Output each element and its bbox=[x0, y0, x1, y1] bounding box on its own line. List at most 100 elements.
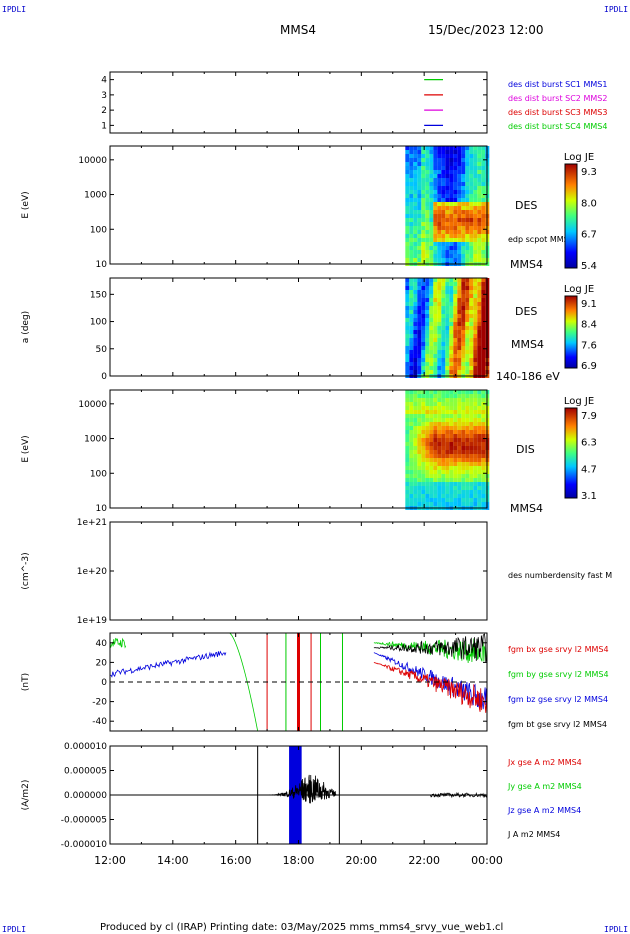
dis-energy-heatmap-cell bbox=[421, 394, 426, 398]
des-energy-heatmap-cell bbox=[441, 162, 446, 166]
des-pitch-heatmap-cell bbox=[445, 358, 450, 362]
des-pitch-heatmap-cell bbox=[421, 338, 426, 342]
dis-energy-heatmap-cell bbox=[413, 502, 418, 506]
dis-energy-heatmap-cell bbox=[469, 410, 474, 414]
dis-energy-heatmap-cell bbox=[477, 502, 482, 506]
des-energy-heatmap-cell bbox=[481, 226, 486, 230]
y-tick-label: -40 bbox=[92, 717, 107, 727]
des-pitch-heatmap-cell bbox=[445, 302, 450, 306]
des-pitch-heatmap-cell bbox=[481, 346, 486, 350]
des-pitch-heatmap-cell bbox=[425, 290, 430, 294]
dis-energy-heatmap-cell bbox=[477, 410, 482, 414]
des-pitch-heatmap-cell bbox=[473, 326, 478, 330]
dis-energy-heatmap-cell bbox=[449, 398, 454, 402]
des-pitch-heatmap-cell bbox=[437, 338, 442, 342]
des-pitch-heatmap-cell bbox=[433, 326, 438, 330]
des-pitch-heatmap-cell bbox=[429, 370, 434, 374]
des-energy-heatmap-cell bbox=[453, 226, 458, 230]
des-pitch-heatmap-cell bbox=[409, 282, 414, 286]
des-energy-heatmap-cell bbox=[433, 222, 438, 226]
dis-energy-heatmap-cell bbox=[477, 422, 482, 426]
des-energy-heatmap-cell bbox=[481, 174, 486, 178]
dis-energy-heatmap-cell bbox=[441, 502, 446, 506]
des-pitch-heatmap-cell bbox=[473, 318, 478, 322]
dis-energy-heatmap-cell bbox=[405, 406, 410, 410]
des-energy-heatmap-cell bbox=[413, 158, 418, 162]
dis-energy-heatmap-cell bbox=[425, 418, 430, 422]
des-energy-heatmap-cell bbox=[465, 182, 470, 186]
des-energy-heatmap-cell bbox=[457, 190, 462, 194]
des-energy-heatmap-cell bbox=[473, 158, 478, 162]
des-energy-heatmap-cell bbox=[429, 202, 434, 206]
des-energy-heatmap-cell bbox=[481, 146, 486, 150]
des-pitch-heatmap-cell bbox=[433, 318, 438, 322]
dis-energy-heatmap-cell bbox=[461, 494, 466, 498]
dis-energy-heatmap-cell bbox=[477, 490, 482, 494]
des-pitch-heatmap-cell bbox=[413, 290, 418, 294]
des-energy-heatmap-cell bbox=[457, 150, 462, 154]
dis-energy-heatmap-cell bbox=[417, 446, 422, 450]
dis-energy-heatmap-cell bbox=[433, 414, 438, 418]
des-energy-heatmap-cell bbox=[441, 178, 446, 182]
des-energy-heatmap-cell bbox=[421, 214, 426, 218]
des-energy-heatmap-cell bbox=[441, 210, 446, 214]
dis-energy-heatmap-cell bbox=[437, 446, 442, 450]
des-pitch-heatmap-cell bbox=[437, 290, 442, 294]
des-pitch-heatmap-cell bbox=[417, 366, 422, 370]
des-energy-heatmap-cell bbox=[449, 250, 454, 254]
des-pitch-heatmap-cell bbox=[421, 298, 426, 302]
dis-energy-heatmap-cell bbox=[405, 502, 410, 506]
des-energy-heatmap-cell bbox=[441, 198, 446, 202]
des-pitch-heatmap-cell bbox=[453, 322, 458, 326]
des-pitch-heatmap-cell bbox=[441, 294, 446, 298]
dis-energy-heatmap-cell bbox=[481, 398, 486, 402]
des-energy-heatmap-cell bbox=[481, 234, 486, 238]
des-pitch-heatmap-cell bbox=[417, 346, 422, 350]
dis-energy-heatmap-cell bbox=[473, 450, 478, 454]
dis-energy-heatmap-cell bbox=[405, 490, 410, 494]
dis-energy-heatmap-cell bbox=[429, 490, 434, 494]
dis-energy-heatmap-cell bbox=[477, 438, 482, 442]
des-energy-heatmap-cell bbox=[477, 218, 482, 222]
des-pitch-heatmap-cell bbox=[413, 350, 418, 354]
dis-energy-heatmap-cell bbox=[437, 414, 442, 418]
dis-energy-heatmap-cell bbox=[481, 422, 486, 426]
des-pitch-heatmap-cell bbox=[449, 278, 454, 282]
dis-energy-heatmap-cell bbox=[441, 398, 446, 402]
des-energy-heatmap-cell bbox=[441, 246, 446, 250]
dis-energy-heatmap-cell bbox=[457, 422, 462, 426]
dis-energy-heatmap-cell bbox=[429, 498, 434, 502]
des-energy-heatmap-cell bbox=[449, 238, 454, 242]
des-energy-heatmap-cell bbox=[449, 150, 454, 154]
dis-energy-heatmap-cell bbox=[453, 450, 458, 454]
dis-energy-heatmap-cell bbox=[469, 498, 474, 502]
des-energy-heatmap-cell bbox=[481, 206, 486, 210]
des-energy-heatmap-cell bbox=[421, 198, 426, 202]
dis-energy-heatmap-cell bbox=[469, 466, 474, 470]
des-energy-heatmap-cell bbox=[461, 170, 466, 174]
dis-energy-heatmap-cell bbox=[417, 470, 422, 474]
dis-energy-heatmap-cell bbox=[417, 406, 422, 410]
des-energy-heatmap-cell bbox=[433, 246, 438, 250]
des-pitch-heatmap-cell bbox=[405, 350, 410, 354]
des-energy-heatmap-cell bbox=[465, 150, 470, 154]
des-energy-heatmap-cell bbox=[425, 186, 430, 190]
des-energy-heatmap-cell bbox=[461, 150, 466, 154]
dis-energy-heatmap-cell bbox=[441, 406, 446, 410]
dis-energy-heatmap-cell bbox=[465, 406, 470, 410]
dis-energy-heatmap-cell bbox=[469, 418, 474, 422]
des-pitch-heatmap-cell bbox=[417, 334, 422, 338]
des-energy-heatmap-cell bbox=[433, 238, 438, 242]
des-pitch-heatmap-cell bbox=[425, 322, 430, 326]
des-pitch-heatmap-cell bbox=[465, 338, 470, 342]
dis-energy-heatmap-cell bbox=[457, 486, 462, 490]
des-pitch-heatmap-cell bbox=[469, 302, 474, 306]
dis-energy-heatmap-cell bbox=[453, 490, 458, 494]
des-pitch-heatmap-cell bbox=[421, 334, 426, 338]
des-pitch-heatmap-cell bbox=[449, 362, 454, 366]
dis-energy-heatmap-cell bbox=[453, 478, 458, 482]
dis-energy-heatmap-cell bbox=[421, 434, 426, 438]
dis-energy-heatmap-cell bbox=[409, 394, 414, 398]
des-pitch-heatmap-cell bbox=[409, 342, 414, 346]
des-pitch-heatmap-cell bbox=[469, 310, 474, 314]
